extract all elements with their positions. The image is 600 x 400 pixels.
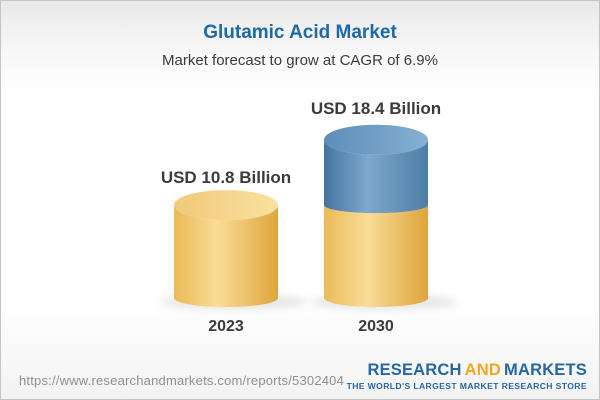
axis-label-2023: 2023	[208, 318, 244, 335]
logo-word-and: AND	[464, 361, 502, 379]
axis-label-2030: 2030	[358, 318, 394, 335]
logo-wordmark: RESEARCH AND MARKETS	[347, 362, 587, 379]
logo-word-research: RESEARCH	[367, 361, 462, 379]
value-label-2030: USD 18.4 Billion	[310, 99, 442, 118]
page-title: Glutamic Acid Market	[203, 22, 397, 43]
logo-word-markets: MARKETS	[504, 361, 587, 379]
page-subtitle: Market forecast to grow at CAGR of 6.9%	[162, 52, 438, 69]
research-and-markets-logo: RESEARCH AND MARKETS THE WORLD'S LARGEST M…	[347, 362, 587, 390]
value-label-2023: USD 10.8 Billion	[160, 168, 292, 187]
report-url: https://www.researchandmarkets.com/repor…	[19, 373, 345, 388]
logo-tagline: THE WORLD'S LARGEST MARKET RESEARCH STOR…	[346, 380, 587, 391]
